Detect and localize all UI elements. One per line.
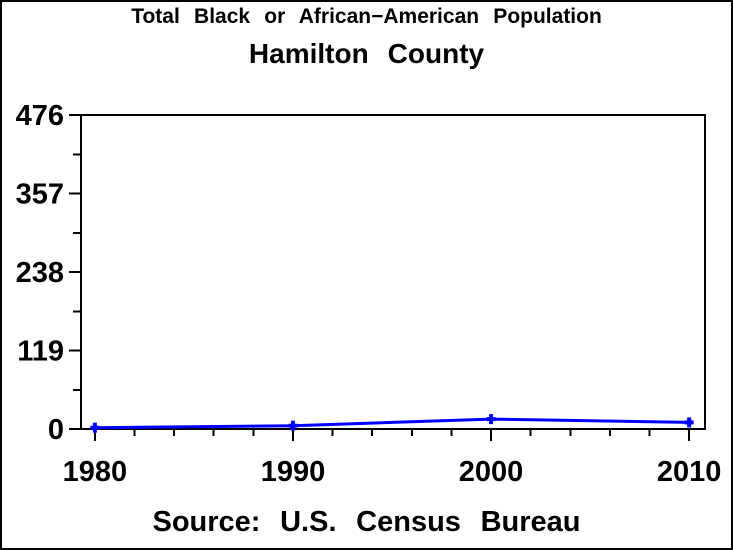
- plot-frame: [80, 114, 706, 430]
- x-tick-label: 1980: [63, 456, 128, 488]
- y-tick-label: 119: [17, 336, 64, 368]
- chart-subtitle: Hamilton County: [248, 38, 485, 69]
- data-line: [94, 417, 690, 430]
- y-tick-label: 0: [48, 414, 64, 446]
- y-tick-label: 238: [16, 257, 64, 289]
- y-tick-label: 357: [16, 179, 64, 211]
- x-tick-label: 2000: [459, 456, 524, 488]
- chart-title: Total Black or African−American Populati…: [131, 5, 602, 28]
- source-note: Source: U.S. Census Bureau: [152, 506, 581, 538]
- x-tick-label: 1990: [261, 456, 326, 488]
- y-tick-label: 476: [16, 100, 64, 132]
- x-tick-label: 2010: [657, 456, 722, 488]
